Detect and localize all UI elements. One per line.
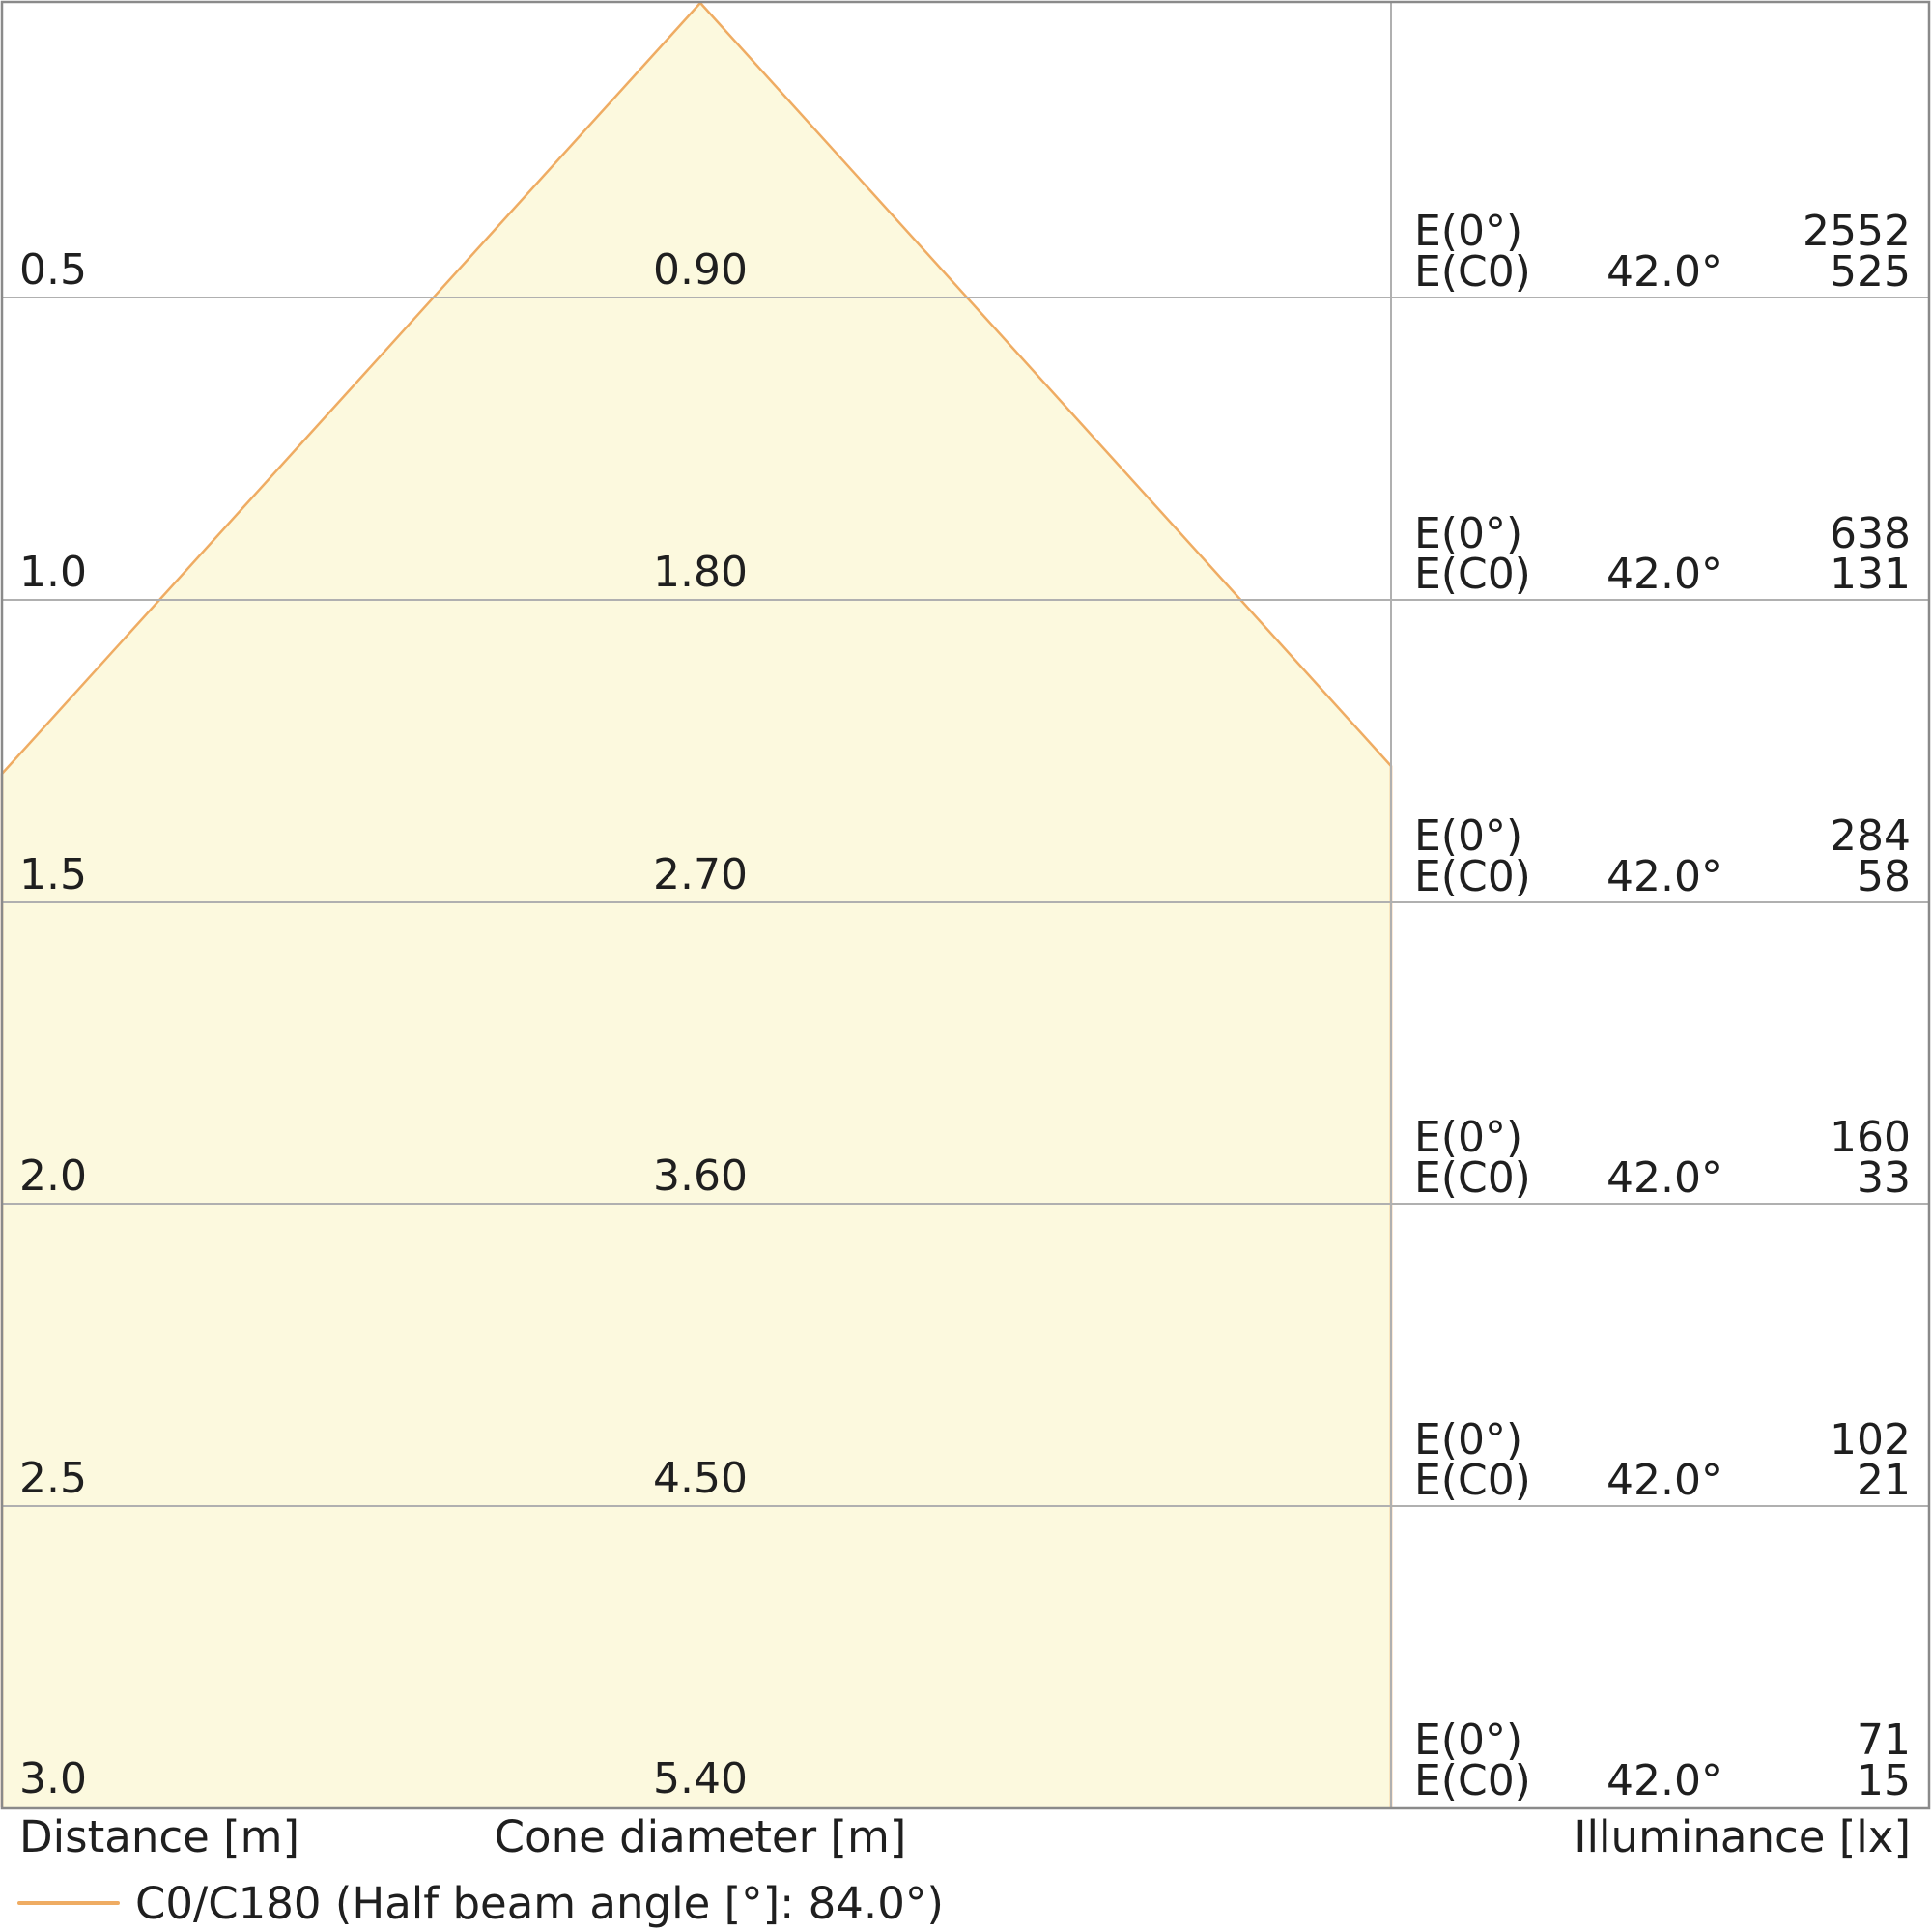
beam-angle-value: 42.0°: [1606, 1153, 1722, 1203]
ec0-label: E(C0): [1414, 1153, 1531, 1203]
e0-label: E(0°): [1414, 811, 1522, 861]
distance-value: 1.5: [19, 850, 87, 899]
ec0-illuminance-value: 21: [1857, 1456, 1911, 1505]
table-row: 1.5 2.70 E(0°) E(C0) 42.0° 284 58: [19, 811, 1911, 901]
ec0-illuminance-value: 525: [1830, 247, 1911, 297]
beam-angle-value: 42.0°: [1606, 247, 1722, 297]
distance-value: 0.5: [19, 245, 87, 295]
distance-value: 2.5: [19, 1454, 87, 1503]
beam-angle-value: 42.0°: [1606, 852, 1722, 901]
table-row: 3.0 5.40 E(0°) E(C0) 42.0° 71 15: [19, 1716, 1911, 1805]
e0-illuminance-value: 2552: [1803, 207, 1911, 256]
e0-label: E(0°): [1414, 1415, 1522, 1464]
beam-angle-value: 42.0°: [1606, 1756, 1722, 1805]
legend: C0/C180 (Half beam angle [°]: 84.0°): [17, 1878, 944, 1929]
beam-angle-value: 42.0°: [1606, 1456, 1722, 1505]
ec0-illuminance-value: 131: [1830, 550, 1911, 599]
ec0-label: E(C0): [1414, 247, 1531, 297]
table-row: 1.0 1.80 E(0°) E(C0) 42.0° 638 131: [19, 509, 1911, 599]
legend-label: C0/C180 (Half beam angle [°]: 84.0°): [135, 1878, 944, 1929]
ec0-label: E(C0): [1414, 1456, 1531, 1505]
cone-diameter-value: 2.70: [653, 850, 748, 899]
e0-illuminance-value: 102: [1830, 1415, 1911, 1464]
cone-fill: [2, 3, 1391, 1807]
ec0-illuminance-value: 33: [1857, 1153, 1911, 1203]
illuminance-axis-label: Illuminance [lx]: [1574, 1811, 1911, 1862]
cone-diameter-value: 1.80: [653, 548, 748, 597]
distance-axis-label: Distance [m]: [19, 1811, 299, 1862]
ec0-label: E(C0): [1414, 550, 1531, 599]
e0-illuminance-value: 71: [1857, 1716, 1911, 1765]
beam-angle-value: 42.0°: [1606, 550, 1722, 599]
chart-border: [0, 0, 1931, 1810]
distance-value: 3.0: [19, 1754, 87, 1804]
ec0-illuminance-value: 58: [1857, 852, 1911, 901]
ec0-illuminance-value: 15: [1857, 1756, 1911, 1805]
table-row: 2.5 4.50 E(0°) E(C0) 42.0° 102 21: [19, 1415, 1911, 1505]
table-row: 0.5 0.90 E(0°) E(C0) 42.0° 2552 525: [19, 207, 1911, 297]
e0-illuminance-value: 160: [1830, 1113, 1911, 1162]
e0-label: E(0°): [1414, 1113, 1522, 1162]
e0-illuminance-value: 284: [1830, 811, 1911, 861]
cone-diameter-axis-label: Cone diameter [m]: [495, 1811, 907, 1862]
e0-illuminance-value: 638: [1830, 509, 1911, 558]
cone-diameter-value: 4.50: [653, 1454, 748, 1503]
e0-label: E(0°): [1414, 509, 1522, 558]
cone-diameter-value: 3.60: [653, 1151, 748, 1201]
ec0-label: E(C0): [1414, 1756, 1531, 1805]
ec0-label: E(C0): [1414, 852, 1531, 901]
cone-diameter-value: 0.90: [653, 245, 748, 295]
e0-label: E(0°): [1414, 207, 1522, 256]
distance-value: 1.0: [19, 548, 87, 597]
cone-diameter-value: 5.40: [653, 1754, 748, 1804]
e0-label: E(0°): [1414, 1716, 1522, 1765]
distance-value: 2.0: [19, 1151, 87, 1201]
table-row: 2.0 3.60 E(0°) E(C0) 42.0° 160 33: [19, 1113, 1911, 1203]
